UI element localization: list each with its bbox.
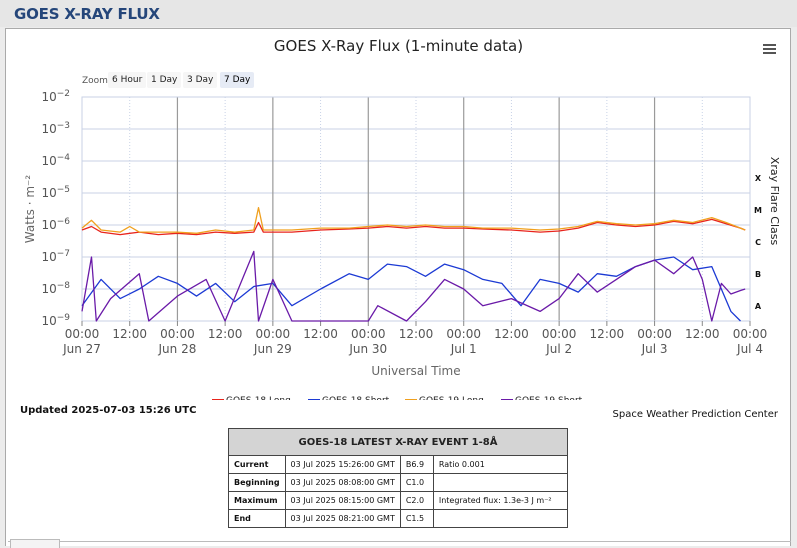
flare-class-label: A <box>755 302 762 311</box>
x-tick-time-label: 00:00 <box>256 327 291 341</box>
x-tick-date-label: Jul 4 <box>736 342 763 356</box>
y-tick-label: 10−4 <box>41 153 70 168</box>
event-note: Integrated flux: 1.3e-3 J m⁻² <box>432 491 569 510</box>
event-class: C1.5 <box>399 509 434 528</box>
x-tick-time-label: 00:00 <box>160 327 195 341</box>
event-row-maximum: Maximum 03 Jul 2025 08:15:00 GMT C2.0 In… <box>228 491 569 510</box>
latest-event-table: GOES-18 LATEST X-RAY EVENT 1-8Å Current … <box>228 428 569 528</box>
event-row-current: Current 03 Jul 2025 15:26:00 GMT B6.9 Ra… <box>228 455 569 474</box>
zoom-1-day-button[interactable]: 1 Day <box>147 72 182 88</box>
x-axis-title: Universal Time <box>371 364 460 378</box>
legend-item-label: GOES-18 Short <box>322 396 390 400</box>
x-tick-time-label: 12:00 <box>208 327 243 341</box>
bottom-tab[interactable] <box>10 539 60 548</box>
page-title: GOES X-RAY FLUX <box>14 5 160 23</box>
flare-class-label: M <box>754 206 762 215</box>
y-tick-label: 10−8 <box>41 281 70 296</box>
event-class: B6.9 <box>399 455 434 474</box>
x-tick-time-label: 12:00 <box>590 327 625 341</box>
event-class: C2.0 <box>399 491 434 510</box>
zoom-7-day-button[interactable]: 7 Day <box>220 72 255 88</box>
x-tick-time-label: 12:00 <box>399 327 434 341</box>
event-row-beginning: Beginning 03 Jul 2025 08:08:00 GMT C1.0 <box>228 473 569 492</box>
y2-axis-title: Xray Flare Class <box>768 157 781 246</box>
x-tick-date-label: Jul 3 <box>641 342 668 356</box>
x-tick-date-label: Jul 2 <box>545 342 572 356</box>
x-tick-time-label: 12:00 <box>494 327 529 341</box>
event-label: Beginning <box>228 473 286 492</box>
series-line-goes-19-short <box>81 250 746 322</box>
event-label: End <box>228 509 286 528</box>
event-note <box>432 473 569 492</box>
x-tick-date-label: Jul 1 <box>450 342 477 356</box>
zoom-3-day-button[interactable]: 3 Day <box>183 72 218 88</box>
event-time: 03 Jul 2025 08:21:00 GMT <box>284 509 401 528</box>
zoom-label: Zoom <box>82 76 108 86</box>
event-table-title: GOES-18 LATEST X-RAY EVENT 1-8Å <box>228 428 568 456</box>
x-tick-date-label: Jun 27 <box>62 342 101 356</box>
bottom-tab-strip <box>8 539 791 548</box>
x-tick-date-label: Jun 29 <box>253 342 292 356</box>
y-axis-title: Watts · m⁻² <box>23 175 37 244</box>
event-time: 03 Jul 2025 08:15:00 GMT <box>284 491 401 510</box>
event-time: 03 Jul 2025 08:08:00 GMT <box>284 473 401 492</box>
x-tick-date-label: Jun 28 <box>158 342 197 356</box>
y-tick-label: 10−2 <box>41 89 70 104</box>
chart-credits[interactable]: Space Weather Prediction Center <box>612 409 778 420</box>
event-row-end: End 03 Jul 2025 08:21:00 GMT C1.5 <box>228 509 569 528</box>
legend-item-label: GOES-19 Long <box>419 396 484 400</box>
y-tick-label: 10−3 <box>41 121 70 136</box>
y-tick-label: 10−9 <box>41 313 70 328</box>
zoom-6-hour-button[interactable]: 6 Hour <box>108 72 147 88</box>
x-tick-time-label: 12:00 <box>685 327 720 341</box>
chart-title: GOES X-Ray Flux (1-minute data) <box>273 37 524 55</box>
y-tick-label: 10−5 <box>41 185 70 200</box>
x-tick-time-label: 00:00 <box>637 327 672 341</box>
x-tick-time-label: 12:00 <box>112 327 147 341</box>
page-header: GOES X-RAY FLUX <box>0 0 797 27</box>
event-label: Current <box>228 455 286 474</box>
y-tick-label: 10−6 <box>41 217 70 232</box>
x-tick-date-label: Jun 30 <box>348 342 387 356</box>
x-tick-time-label: 12:00 <box>303 327 338 341</box>
hamburger-menu-icon[interactable] <box>763 44 776 56</box>
legend-item-label: GOES-18 Long <box>226 396 291 400</box>
legend-item-label: GOES-19 Short <box>515 396 583 400</box>
x-tick-time-label: 00:00 <box>351 327 386 341</box>
x-tick-time-label: 00:00 <box>446 327 481 341</box>
y-tick-label: 10−7 <box>41 249 70 264</box>
event-note: Ratio 0.001 <box>432 455 569 474</box>
event-time: 03 Jul 2025 15:26:00 GMT <box>284 455 401 474</box>
updated-timestamp: Updated 2025-07-03 15:26 UTC <box>20 405 197 416</box>
event-class: C1.0 <box>399 473 434 492</box>
series-line-goes-18-long <box>81 218 746 236</box>
x-tick-time-label: 00:00 <box>65 327 100 341</box>
flare-class-label: X <box>755 174 762 183</box>
x-tick-time-label: 00:00 <box>542 327 577 341</box>
xray-flux-chart: 10−210−310−410−510−610−710−810−900:00Jun… <box>23 89 781 400</box>
series-line-goes-19-long <box>81 206 746 234</box>
flare-class-label: B <box>755 270 761 279</box>
flare-class-label: C <box>755 238 761 247</box>
x-tick-time-label: 00:00 <box>733 327 768 341</box>
event-label: Maximum <box>228 491 286 510</box>
event-note <box>432 509 569 528</box>
